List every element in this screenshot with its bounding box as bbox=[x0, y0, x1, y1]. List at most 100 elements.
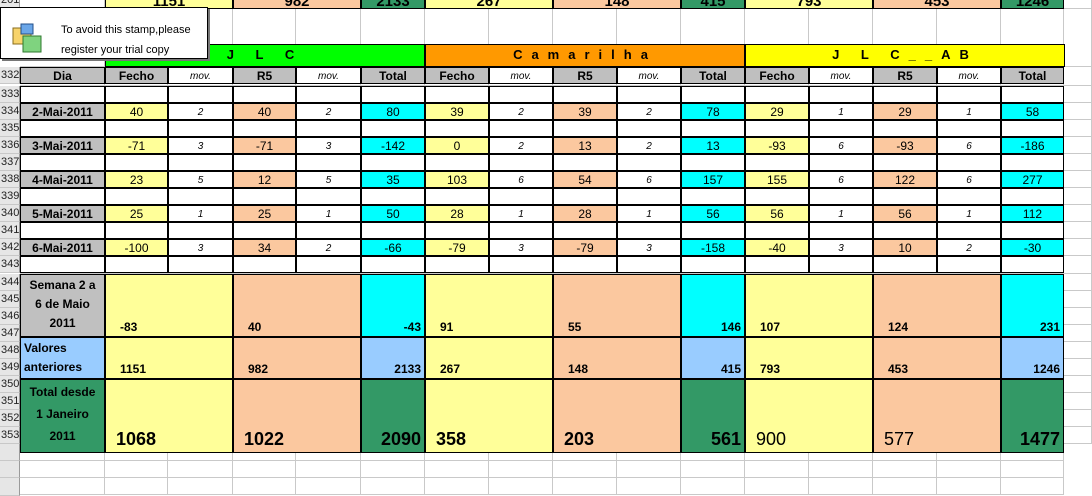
blank-cell[interactable] bbox=[553, 188, 617, 205]
blank-cell[interactable] bbox=[105, 256, 168, 273]
grid-cell[interactable] bbox=[1064, 410, 1092, 427]
grid-cell[interactable] bbox=[809, 461, 873, 478]
grid-cell[interactable] bbox=[1064, 86, 1092, 103]
mov-cell[interactable]: 2 bbox=[617, 103, 681, 120]
grid-cell[interactable] bbox=[1064, 154, 1092, 171]
blank-cell[interactable] bbox=[1001, 222, 1064, 239]
col-header-total[interactable]: Total bbox=[681, 67, 745, 84]
grid-cell[interactable] bbox=[873, 478, 937, 495]
grid-cell[interactable] bbox=[617, 478, 681, 495]
blank-cell[interactable] bbox=[617, 154, 681, 171]
grid-cell[interactable] bbox=[1064, 393, 1092, 410]
group-header-2[interactable]: Camarilha bbox=[425, 44, 745, 67]
blank-cell[interactable] bbox=[233, 86, 296, 103]
col-header-fecho[interactable]: Fecho bbox=[425, 67, 489, 84]
summary-value[interactable]: 107 bbox=[745, 274, 873, 337]
grid-cell[interactable] bbox=[681, 478, 745, 495]
col-header-r5[interactable]: R5 bbox=[233, 67, 296, 84]
blank-cell[interactable] bbox=[233, 256, 296, 273]
grid-cell[interactable] bbox=[617, 461, 681, 478]
row-header[interactable]: 338 bbox=[0, 171, 20, 188]
blank-cell[interactable] bbox=[361, 188, 425, 205]
blank-cell[interactable] bbox=[617, 222, 681, 239]
grid-cell[interactable] bbox=[1064, 222, 1092, 239]
grid-cell[interactable] bbox=[1064, 325, 1092, 342]
summary-value[interactable]: 148 bbox=[553, 337, 681, 379]
mov-cell[interactable]: 2 bbox=[168, 103, 233, 120]
blank-cell[interactable] bbox=[681, 256, 745, 273]
day-spacer[interactable] bbox=[20, 188, 105, 205]
mov-cell[interactable]: 6 bbox=[809, 137, 873, 154]
day-label[interactable]: 2-Mai-2011 bbox=[20, 103, 105, 120]
blank-cell[interactable] bbox=[617, 188, 681, 205]
blank-cell[interactable] bbox=[489, 256, 553, 273]
grid-cell[interactable] bbox=[361, 461, 425, 478]
grid-cell[interactable] bbox=[937, 461, 1001, 478]
grid-cell[interactable] bbox=[105, 478, 168, 495]
blank-cell[interactable] bbox=[233, 120, 296, 137]
total-cell[interactable]: 157 bbox=[681, 171, 745, 188]
summary-value[interactable]: 793 bbox=[745, 337, 873, 379]
partial-total-cell[interactable]: 982 bbox=[233, 0, 361, 9]
blank-cell[interactable] bbox=[617, 86, 681, 103]
summary-total[interactable]: 2090 bbox=[361, 379, 425, 453]
grid-cell[interactable] bbox=[233, 461, 296, 478]
mov-cell[interactable]: 6 bbox=[937, 171, 1001, 188]
summary-value[interactable]: 124 bbox=[873, 274, 1001, 337]
blank-cell[interactable] bbox=[809, 188, 873, 205]
total-cell[interactable]: -142 bbox=[361, 137, 425, 154]
total-cell[interactable]: 35 bbox=[361, 171, 425, 188]
summary-value[interactable]: 358 bbox=[425, 379, 553, 453]
summary-value[interactable]: -83 bbox=[105, 274, 233, 337]
grid-cell[interactable] bbox=[1064, 120, 1092, 137]
blank-cell[interactable] bbox=[425, 256, 489, 273]
summary-value[interactable]: 453 bbox=[873, 337, 1001, 379]
summary-value[interactable]: 1022 bbox=[233, 379, 361, 453]
blank-cell[interactable] bbox=[425, 154, 489, 171]
row-header[interactable]: 351 bbox=[0, 393, 20, 410]
mov-cell[interactable]: 2 bbox=[296, 103, 361, 120]
grid-cell[interactable] bbox=[1064, 342, 1092, 359]
col-header-total[interactable]: Total bbox=[361, 67, 425, 84]
total-cell[interactable]: -66 bbox=[361, 239, 425, 256]
value-cell[interactable]: -71 bbox=[105, 137, 168, 154]
blank-cell[interactable] bbox=[425, 86, 489, 103]
blank-cell[interactable] bbox=[425, 222, 489, 239]
row-header[interactable]: 349 bbox=[0, 359, 20, 376]
grid-cell[interactable] bbox=[1064, 308, 1092, 325]
value-cell[interactable]: 12 bbox=[233, 171, 296, 188]
value-cell[interactable]: 103 bbox=[425, 171, 489, 188]
row-header[interactable]: 344 bbox=[0, 274, 20, 291]
summary-value[interactable]: 577 bbox=[873, 379, 1001, 453]
total-cell[interactable]: -186 bbox=[1001, 137, 1064, 154]
blank-cell[interactable] bbox=[361, 154, 425, 171]
blank-cell[interactable] bbox=[553, 154, 617, 171]
row-header[interactable]: 337 bbox=[0, 154, 20, 171]
blank-cell[interactable] bbox=[937, 86, 1001, 103]
summary-total[interactable]: 561 bbox=[681, 379, 745, 453]
mov-cell[interactable]: 1 bbox=[809, 103, 873, 120]
value-cell[interactable]: 56 bbox=[873, 205, 937, 222]
col-header-r5[interactable]: R5 bbox=[873, 67, 937, 84]
mov-cell[interactable]: 6 bbox=[809, 171, 873, 188]
row-header[interactable]: 341 bbox=[0, 222, 20, 239]
row-header[interactable]: 334 bbox=[0, 103, 20, 120]
blank-cell[interactable] bbox=[937, 120, 1001, 137]
value-cell[interactable]: -79 bbox=[553, 239, 617, 256]
summary-value[interactable]: 55 bbox=[553, 274, 681, 337]
value-cell[interactable]: 122 bbox=[873, 171, 937, 188]
grid-cell[interactable] bbox=[233, 478, 296, 495]
row-header[interactable]: 333 bbox=[0, 86, 20, 103]
blank-cell[interactable] bbox=[489, 188, 553, 205]
mov-cell[interactable]: 2 bbox=[489, 137, 553, 154]
blank-cell[interactable] bbox=[425, 120, 489, 137]
blank-cell[interactable] bbox=[168, 86, 233, 103]
blank-cell[interactable] bbox=[489, 86, 553, 103]
grid-cell[interactable] bbox=[1064, 0, 1092, 9]
blank-cell[interactable] bbox=[681, 222, 745, 239]
grid-cell[interactable] bbox=[1064, 188, 1092, 205]
blank-cell[interactable] bbox=[1001, 86, 1064, 103]
value-cell[interactable]: -93 bbox=[873, 137, 937, 154]
blank-cell[interactable] bbox=[809, 86, 873, 103]
value-cell[interactable]: 29 bbox=[873, 103, 937, 120]
